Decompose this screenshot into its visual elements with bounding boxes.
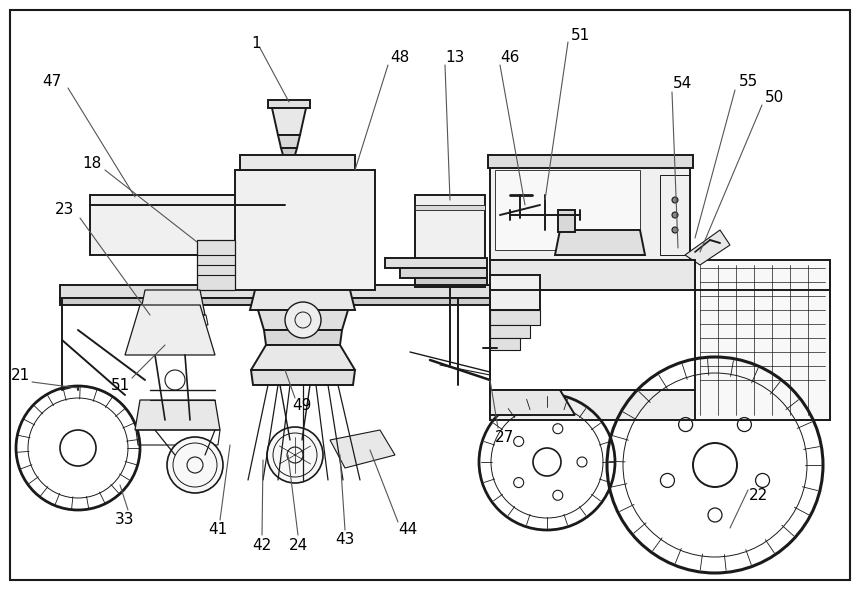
- Polygon shape: [250, 290, 355, 310]
- Polygon shape: [125, 305, 215, 355]
- Polygon shape: [400, 268, 487, 278]
- Polygon shape: [555, 230, 645, 255]
- Polygon shape: [490, 325, 530, 338]
- Text: 51: 51: [110, 378, 130, 394]
- Polygon shape: [135, 400, 220, 430]
- Bar: [197, 240, 235, 290]
- Text: 47: 47: [42, 75, 62, 90]
- Text: 33: 33: [115, 512, 135, 528]
- Polygon shape: [60, 285, 490, 298]
- Polygon shape: [385, 258, 487, 268]
- Circle shape: [167, 437, 223, 493]
- Polygon shape: [60, 298, 490, 305]
- Text: 24: 24: [288, 537, 308, 553]
- Text: 50: 50: [765, 91, 784, 106]
- Polygon shape: [272, 108, 306, 135]
- Polygon shape: [490, 390, 830, 420]
- Bar: [415, 205, 485, 210]
- Text: 51: 51: [570, 28, 590, 43]
- Polygon shape: [488, 155, 693, 168]
- Polygon shape: [330, 430, 395, 468]
- Text: 48: 48: [390, 50, 409, 65]
- Bar: [235, 170, 375, 290]
- Polygon shape: [281, 148, 297, 155]
- Text: 43: 43: [335, 533, 354, 547]
- Circle shape: [285, 302, 321, 338]
- Bar: [495, 170, 640, 250]
- Bar: [660, 175, 690, 255]
- Text: 27: 27: [495, 429, 514, 445]
- Polygon shape: [258, 310, 348, 330]
- Bar: [695, 260, 830, 420]
- Text: 54: 54: [673, 76, 692, 91]
- Circle shape: [672, 197, 678, 203]
- Polygon shape: [278, 135, 300, 148]
- Polygon shape: [240, 155, 355, 170]
- Text: 21: 21: [10, 368, 29, 382]
- Polygon shape: [264, 330, 342, 345]
- Bar: [415, 195, 485, 287]
- Text: 42: 42: [252, 537, 272, 553]
- Text: 41: 41: [208, 522, 228, 537]
- Polygon shape: [251, 370, 355, 385]
- Polygon shape: [268, 100, 310, 108]
- Circle shape: [672, 212, 678, 218]
- Text: 55: 55: [739, 75, 758, 90]
- Text: 18: 18: [83, 155, 101, 171]
- Polygon shape: [251, 345, 355, 370]
- Polygon shape: [490, 390, 575, 415]
- Circle shape: [267, 427, 323, 483]
- Bar: [170, 416, 180, 426]
- Polygon shape: [415, 278, 487, 285]
- Polygon shape: [558, 210, 575, 232]
- Polygon shape: [490, 260, 695, 290]
- Text: 13: 13: [445, 50, 464, 65]
- Polygon shape: [490, 338, 520, 350]
- Text: 44: 44: [398, 522, 418, 537]
- Text: 23: 23: [55, 202, 75, 218]
- Bar: [90, 195, 285, 255]
- Text: 49: 49: [292, 398, 311, 413]
- Circle shape: [672, 227, 678, 233]
- Polygon shape: [685, 230, 730, 265]
- Polygon shape: [490, 275, 540, 310]
- Polygon shape: [490, 310, 540, 325]
- Text: 46: 46: [501, 50, 519, 65]
- Polygon shape: [140, 290, 205, 315]
- Text: 1: 1: [251, 36, 261, 50]
- Text: 22: 22: [748, 489, 768, 503]
- Polygon shape: [490, 165, 690, 260]
